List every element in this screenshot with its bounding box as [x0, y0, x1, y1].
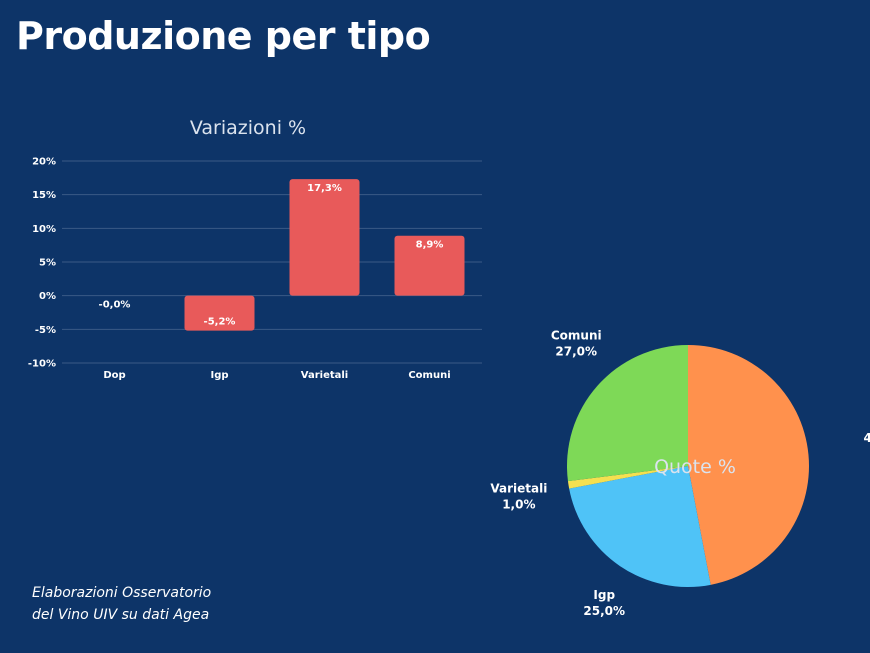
y-tick-label: 5% [39, 258, 56, 269]
pie-slice-dop [688, 345, 809, 585]
slice-label-name: Comuni [551, 328, 602, 342]
slice-label-value: 1,0% [502, 497, 535, 511]
pie-slice-igp [569, 466, 711, 587]
data-label: -5,2% [204, 317, 236, 328]
slice-label-value: 47,0% [864, 431, 870, 445]
source-note-line1: Elaborazioni Osservatorio [32, 585, 212, 601]
y-tick-label: 0% [39, 291, 56, 302]
y-tick-label: 15% [32, 190, 56, 201]
x-tick-label: Varietali [301, 370, 348, 381]
pie-chart-title: Quote % [654, 456, 736, 478]
x-tick-label: Igp [210, 370, 228, 381]
y-tick-label: -5% [35, 325, 56, 336]
y-tick-label: 20% [32, 157, 56, 168]
y-tick-label: 10% [32, 224, 56, 235]
bar-chart-title: Variazioni % [190, 117, 306, 139]
source-note: Elaborazioni Osservatorio del Vino UIV s… [32, 582, 211, 626]
pie-chart: Dop47,0%Igp25,0%Varietali1,0%Comuni27,0%… [490, 328, 870, 618]
x-tick-label: Comuni [408, 370, 450, 381]
slice-label-value: 27,0% [555, 344, 597, 358]
bar-varietali [289, 179, 360, 296]
slice-label-name: Varietali [490, 481, 547, 495]
bar-chart: Variazioni % 20% 15% 10% 5% 0% -5% -10% -0,0% Dop… [28, 117, 482, 381]
x-tick-label: Dop [103, 370, 125, 381]
data-label: 17,3% [307, 183, 342, 194]
pie-slice-comuni [567, 345, 688, 482]
data-label: -0,0% [99, 300, 131, 311]
bar-igp [184, 295, 255, 331]
data-label: 8,9% [416, 240, 444, 251]
source-note-line2: del Vino UIV su dati Agea [32, 607, 210, 623]
bar-comuni [394, 235, 465, 296]
y-tick-label: -10% [28, 359, 56, 370]
pie-slice-varietali [567, 466, 688, 489]
page-title: Produzione per tipo [16, 14, 431, 58]
slice-label-name: Igp [593, 588, 615, 602]
slice-label-value: 25,0% [583, 604, 625, 618]
